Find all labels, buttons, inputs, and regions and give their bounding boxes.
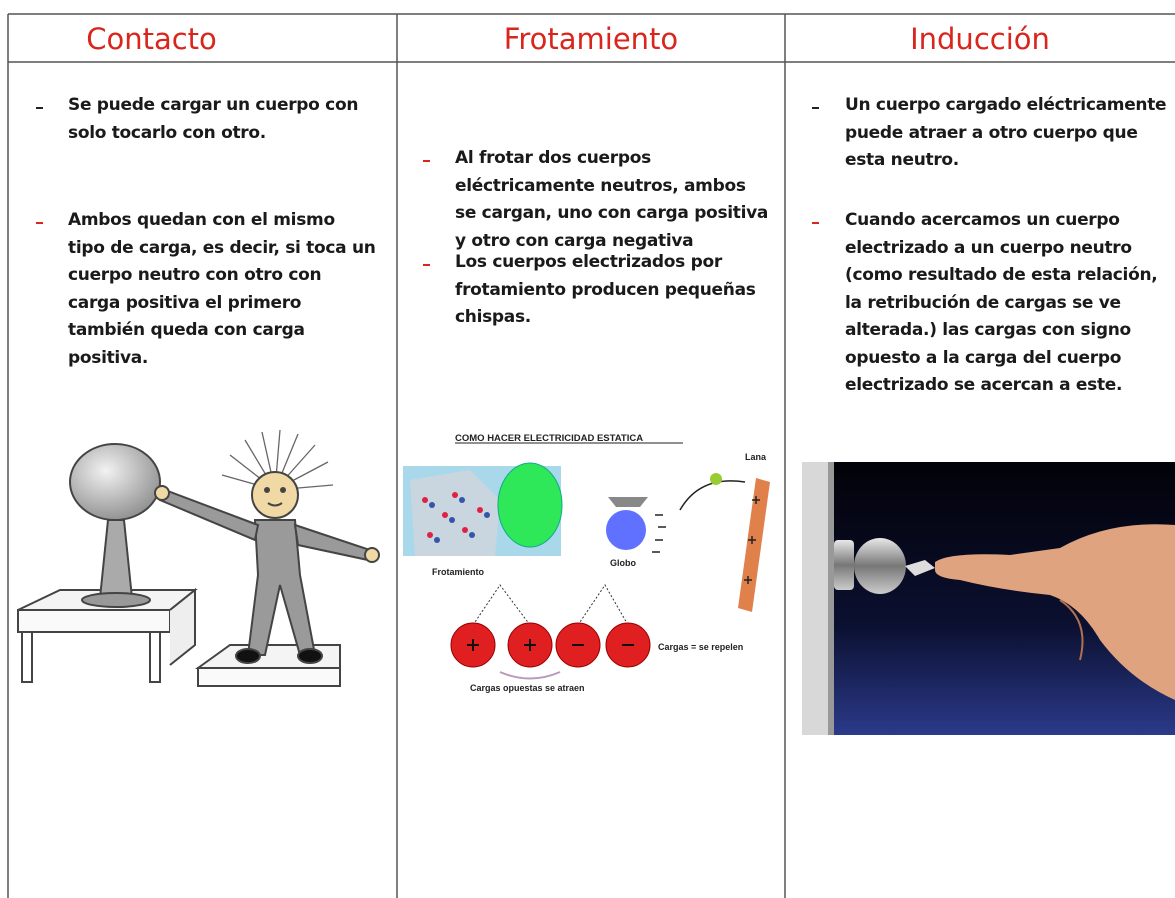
bullet-text: (como resultado de esta relación,	[845, 265, 1158, 285]
bullet-text: positiva.	[68, 347, 149, 368]
bullet-dash	[423, 160, 430, 162]
bullet-text: Los cuerpos electrizados por	[455, 252, 722, 272]
bullet-dash	[812, 222, 819, 224]
bullet-text: electrizado se acercan a este.	[845, 375, 1123, 395]
bullet-text: la retribución de cargas se ve	[845, 292, 1121, 313]
bullet-text: tipo de carga, es decir, si toca un	[68, 237, 376, 258]
bullet-text: alterada.) las cargas con signo	[845, 320, 1131, 340]
bullet-text: cuerpo neutro con otro con	[68, 265, 322, 285]
bullet-text: puede atraer a otro cuerpo que	[845, 122, 1138, 143]
bullet-text: y otro con carga negativa	[455, 230, 694, 251]
bullet-text: frotamiento producen pequeñas	[455, 279, 756, 300]
bullet-text: se cargan, uno con carga positiva	[455, 203, 769, 223]
column-title: Contacto	[86, 22, 217, 56]
figure-label: Cargas = se repelen	[658, 642, 743, 652]
bullet-text: chispas.	[455, 307, 531, 327]
figure-label: Globo	[610, 558, 636, 568]
figure-label: Lana	[745, 452, 767, 462]
bullet-text: solo tocarlo con otro.	[68, 122, 266, 143]
bullet-dash	[423, 264, 430, 266]
frotamiento-drawing: COMO HACER ELECTRICIDAD ESTATICA Lana Fr…	[403, 433, 770, 693]
bullet-text: Al frotar dos cuerpos	[455, 148, 651, 168]
bullet-text: también queda con carga	[68, 320, 305, 340]
figure-label: Frotamiento	[432, 567, 485, 577]
bullet-text: carga positiva el primero	[68, 292, 302, 313]
bullet-text: opuesto a la carga del cuerpo	[845, 347, 1122, 368]
bullet-text: Un cuerpo cargado eléctricamente	[845, 95, 1167, 115]
column-title: Inducción	[910, 22, 1050, 56]
contacto-drawing	[17, 429, 380, 687]
bullet-text: electrizado a un cuerpo neutro	[845, 237, 1132, 258]
bullet-dash	[812, 107, 819, 109]
figure-label: Cargas opuestas se atraen	[470, 683, 585, 693]
bullet-text: Ambos quedan con el mismo	[68, 210, 335, 230]
bullet-dash	[36, 222, 43, 224]
column-title: Frotamiento	[503, 22, 679, 56]
bullet-text: Se puede cargar un cuerpo con	[68, 95, 359, 115]
bullet-text: Cuando acercamos un cuerpo	[845, 210, 1120, 230]
figure-title: COMO HACER ELECTRICIDAD ESTATICA	[455, 433, 643, 444]
bullet-dash	[36, 107, 43, 109]
bullet-text: esta neutro.	[845, 150, 959, 170]
induccion-photo	[802, 462, 1175, 735]
bullet-text: eléctricamente neutros, ambos	[455, 175, 746, 196]
